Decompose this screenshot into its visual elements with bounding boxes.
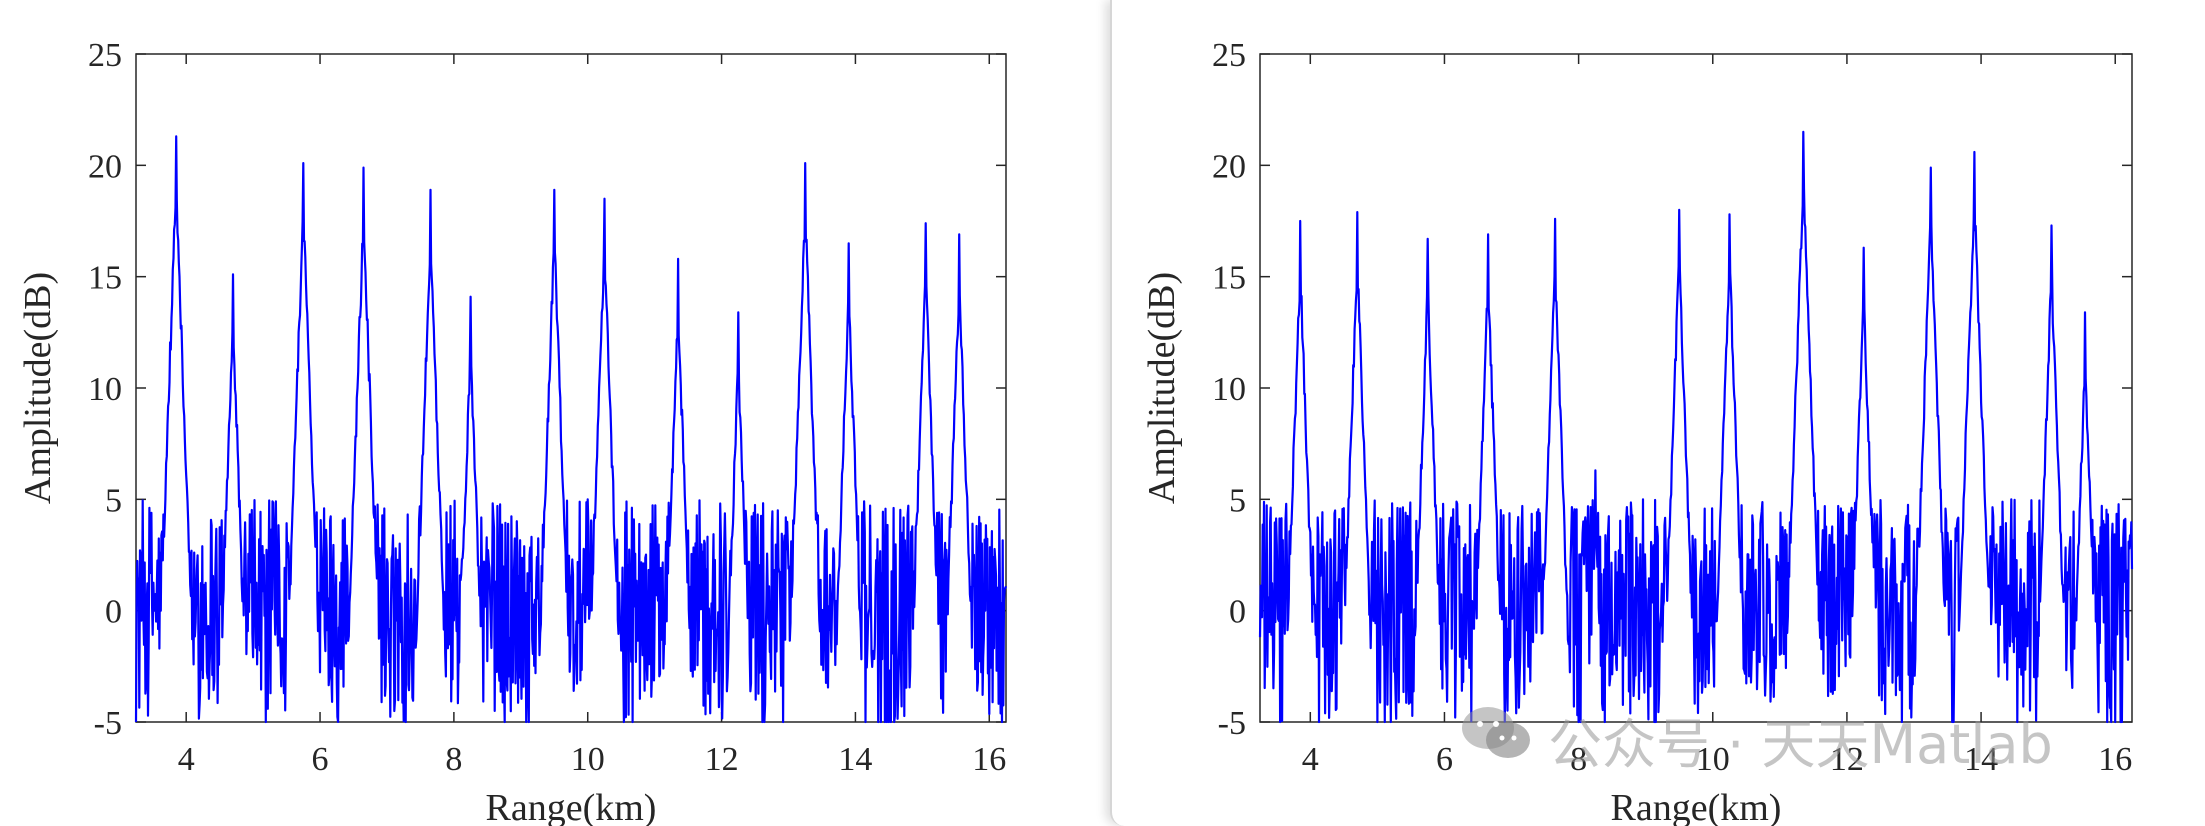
peak-point [737,311,739,313]
y-axis-label: Amplitude(dB) [1141,272,1183,504]
peak-point [1802,131,1804,133]
x-tick-label: 14 [1964,741,1998,778]
y-axis-label: Amplitude(dB) [17,272,59,504]
x-tick-label: 4 [178,741,195,778]
x-axis-label: Range(km) [1611,787,1782,826]
y-tick-label: -5 [94,705,122,742]
y-tick-label: 25 [88,37,122,74]
y-tick-label: 25 [1212,37,1246,74]
peak-point [603,198,605,200]
peak-point [1930,167,1932,169]
peak-point [429,189,431,191]
peak-point [1356,211,1358,213]
peak-point [553,189,555,191]
chart-right: 4 6 8 10 12 14 16 -5 0 5 10 15 20 25 Range(km) Amplitud… [1141,37,2134,826]
y-tick-label: 5 [105,482,122,519]
x-tick-label: 10 [571,741,605,778]
peak-point [232,273,234,275]
y-tick-label: 0 [105,594,122,631]
x-tick-label: 8 [1570,741,1587,778]
y-tick-label: 0 [1229,594,1246,631]
series-line [134,135,1008,724]
peak-point [302,162,304,164]
peak-point [2084,311,2086,313]
chart-panel-left: 4 6 8 10 12 14 16 -5 0 5 10 15 20 25 Range(km) Amplitud… [17,37,1008,826]
peak-point [363,167,365,169]
peak-point [1729,213,1731,215]
x-tick-label: 4 [1302,741,1319,778]
y-tick-label: 20 [1212,148,1246,185]
peak-point [1427,238,1429,240]
peak-point [175,135,177,137]
x-tick-label: 10 [1696,741,1730,778]
x-tick-label: 12 [705,741,739,778]
peak-point [1487,233,1489,235]
x-tick-label: 6 [312,741,329,778]
y-tick-label: 15 [88,260,122,297]
peak-point [1863,247,1865,249]
x-tick-label: 16 [2098,741,2132,778]
peak-point [1554,218,1556,220]
peak-point [1299,220,1301,222]
peak-point [848,242,850,244]
peak-point [677,258,679,260]
peak-point [1594,469,1596,471]
x-tick-label: 6 [1436,741,1453,778]
peak-point [958,233,960,235]
x-tick-label: 8 [445,741,462,778]
y-tick-label: 15 [1212,260,1246,297]
y-tick-label: -5 [1218,705,1246,742]
peak-point [470,296,472,298]
chart-left: 4 6 8 10 12 14 16 -5 0 5 10 15 20 25 Range(km) Amplitud… [17,37,1008,826]
y-tick-label: 5 [1229,482,1246,519]
x-tick-label: 16 [972,741,1006,778]
chart-panel-right: 4 6 8 10 12 14 16 -5 0 5 10 15 20 25 Range(km) Amplitud… [1110,0,2205,826]
peak-point [925,222,927,224]
y-tick-label: 20 [88,148,122,185]
peak-point [804,162,806,164]
x-tick-label: 12 [1830,741,1864,778]
series-line [1258,130,2134,724]
peak-point [1678,209,1680,211]
x-axis-label: Range(km) [486,787,657,826]
peak-point [1973,151,1975,153]
y-tick-label: 10 [88,371,122,408]
y-tick-label: 10 [1212,371,1246,408]
peak-point [2051,224,2053,226]
x-tick-label: 14 [838,741,872,778]
